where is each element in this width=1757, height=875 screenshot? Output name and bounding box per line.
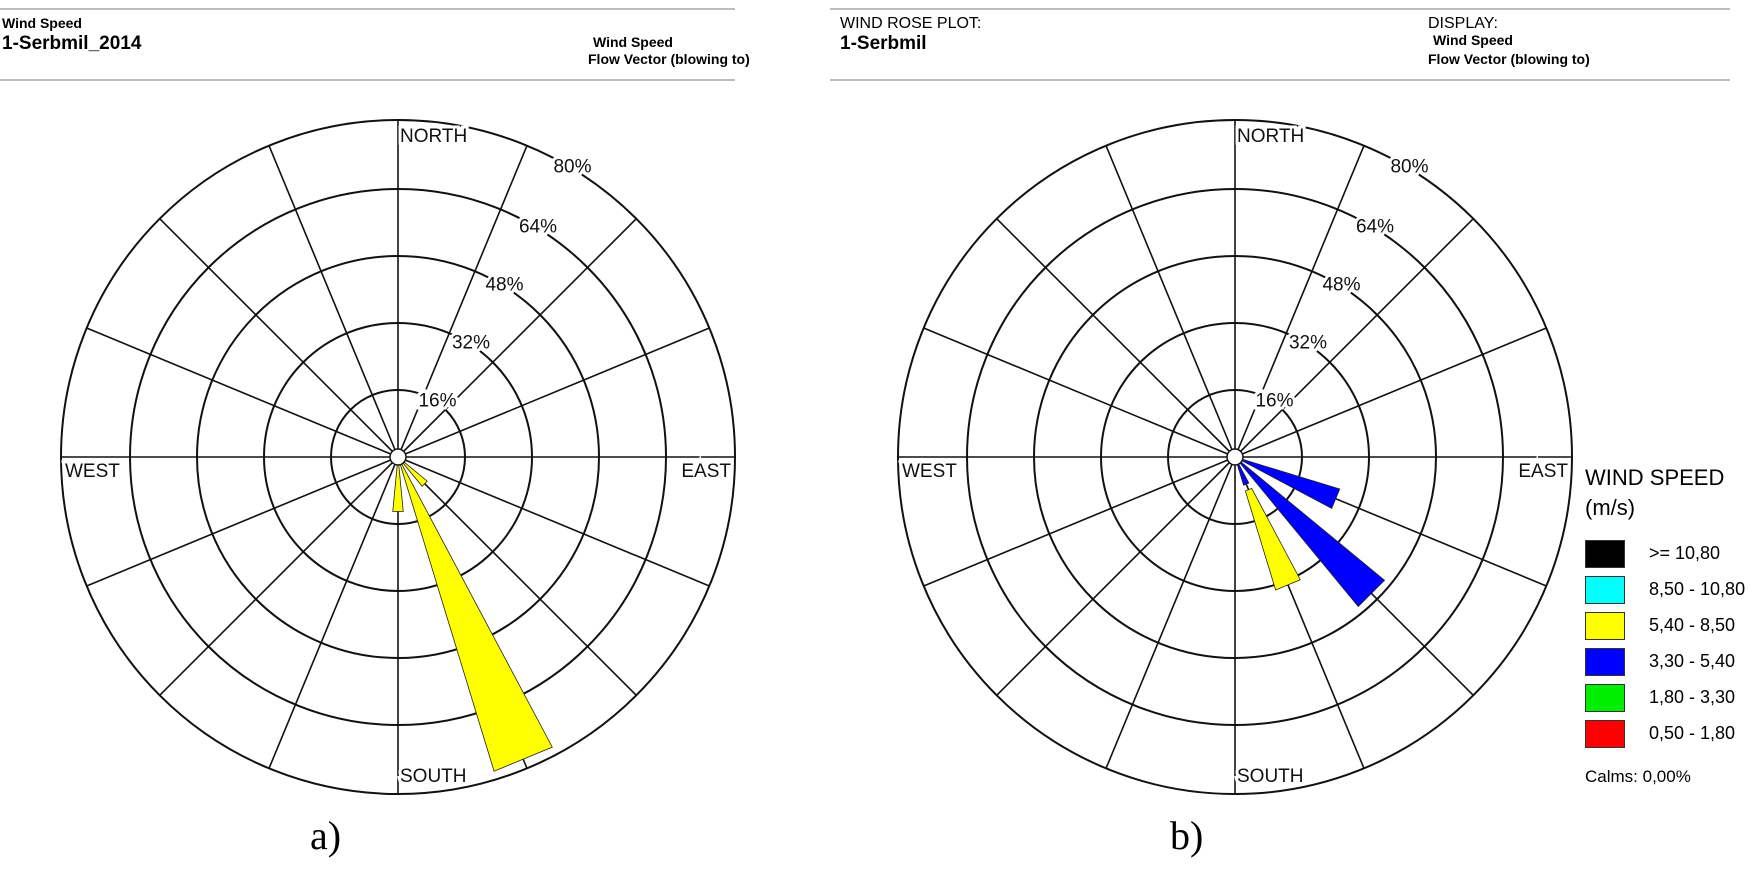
cropped-text-line [0,860,1757,875]
legend: WIND SPEED (m/s) >= 10,80 8,50 - 10,80 5,4… [1585,465,1757,795]
display-line2: Flow Vector (blowing to) [1428,51,1590,67]
panel-b-header: WIND ROSE PLOT: 1-Serbmil DISPLAY: Wind … [830,0,1730,84]
caption-b: b) [1170,813,1204,858]
caption-a: a) [310,813,342,858]
south-label: SOUTH [1237,766,1304,787]
spoke [159,218,399,458]
ring-label: 64% [1356,216,1394,237]
legend-label: 0,50 - 1,80 [1649,723,1736,743]
south-label: SOUTH [400,766,467,787]
ring-label: 16% [418,390,456,411]
legend-swatch [1585,612,1625,640]
display-label: DISPLAY: [1428,15,1498,32]
legend-label: 1,80 - 3,30 [1649,687,1736,707]
ring-label: 32% [1289,332,1327,353]
east-label: EAST [681,461,731,482]
spoke [1234,145,1365,458]
legend-title-line1: WIND SPEED [1585,465,1725,490]
legend-swatch [1585,540,1625,568]
spoke [923,456,1236,587]
spoke [159,456,399,696]
station-name: 1-Serbmil [840,33,927,54]
spoke [1105,456,1236,769]
wind-bar [1244,487,1301,591]
spoke [996,456,1236,696]
legend-label: 8,50 - 10,80 [1649,579,1746,599]
spoke [397,456,710,587]
header-bottom-rule [830,79,1730,81]
header-bottom-rule [0,79,735,81]
ring-label: 80% [553,157,591,178]
spoke [397,456,637,696]
legend-swatch [1585,576,1625,604]
west-label: WEST [902,461,957,482]
ring-label: 48% [485,274,523,295]
spoke [1105,145,1236,458]
header-small-label: Wind Speed [2,15,82,31]
west-label: WEST [65,461,120,482]
spoke [268,145,399,458]
spoke [397,327,710,458]
legend-label: 5,40 - 8,50 [1649,615,1736,635]
display-line1: Wind Speed [593,34,673,50]
spoke [86,327,399,458]
station-name: 1-Serbmil_2014 [2,33,142,54]
center-hub [389,448,407,466]
north-label: NORTH [1237,126,1304,147]
spoke [1234,327,1547,458]
north-label: NORTH [400,126,467,147]
ring-label: 16% [1255,390,1293,411]
spoke [996,218,1236,458]
spoke [923,327,1236,458]
header-top-rule [830,8,1730,10]
ring-label: 64% [519,216,557,237]
legend-title-line2: (m/s) [1585,495,1636,520]
plot-label: WIND ROSE PLOT: [840,15,982,32]
spoke [397,218,637,458]
spoke [1234,218,1474,458]
legend-label: 3,30 - 5,40 [1649,651,1736,671]
spoke [397,145,528,458]
legend-label: >= 10,80 [1649,543,1721,563]
header-top-rule [0,8,735,10]
legend-swatch [1585,720,1625,748]
center-hub [1226,448,1244,466]
legend-swatch [1585,648,1625,676]
ring-label: 48% [1322,274,1360,295]
spoke [86,456,399,587]
east-label: EAST [1518,461,1568,482]
ring-label: 32% [452,332,490,353]
display-line2: Flow Vector (blowing to) [588,51,750,67]
legend-swatch [1585,684,1625,712]
panel-a-header: Wind Speed 1-Serbmil_2014 Wind Speed Flo… [0,0,750,84]
display-line1: Wind Speed [1433,32,1513,48]
legend-calms: Calms: 0,00% [1585,767,1691,786]
wind-bar [399,461,553,772]
ring-label: 80% [1390,157,1428,178]
spoke [268,456,399,769]
